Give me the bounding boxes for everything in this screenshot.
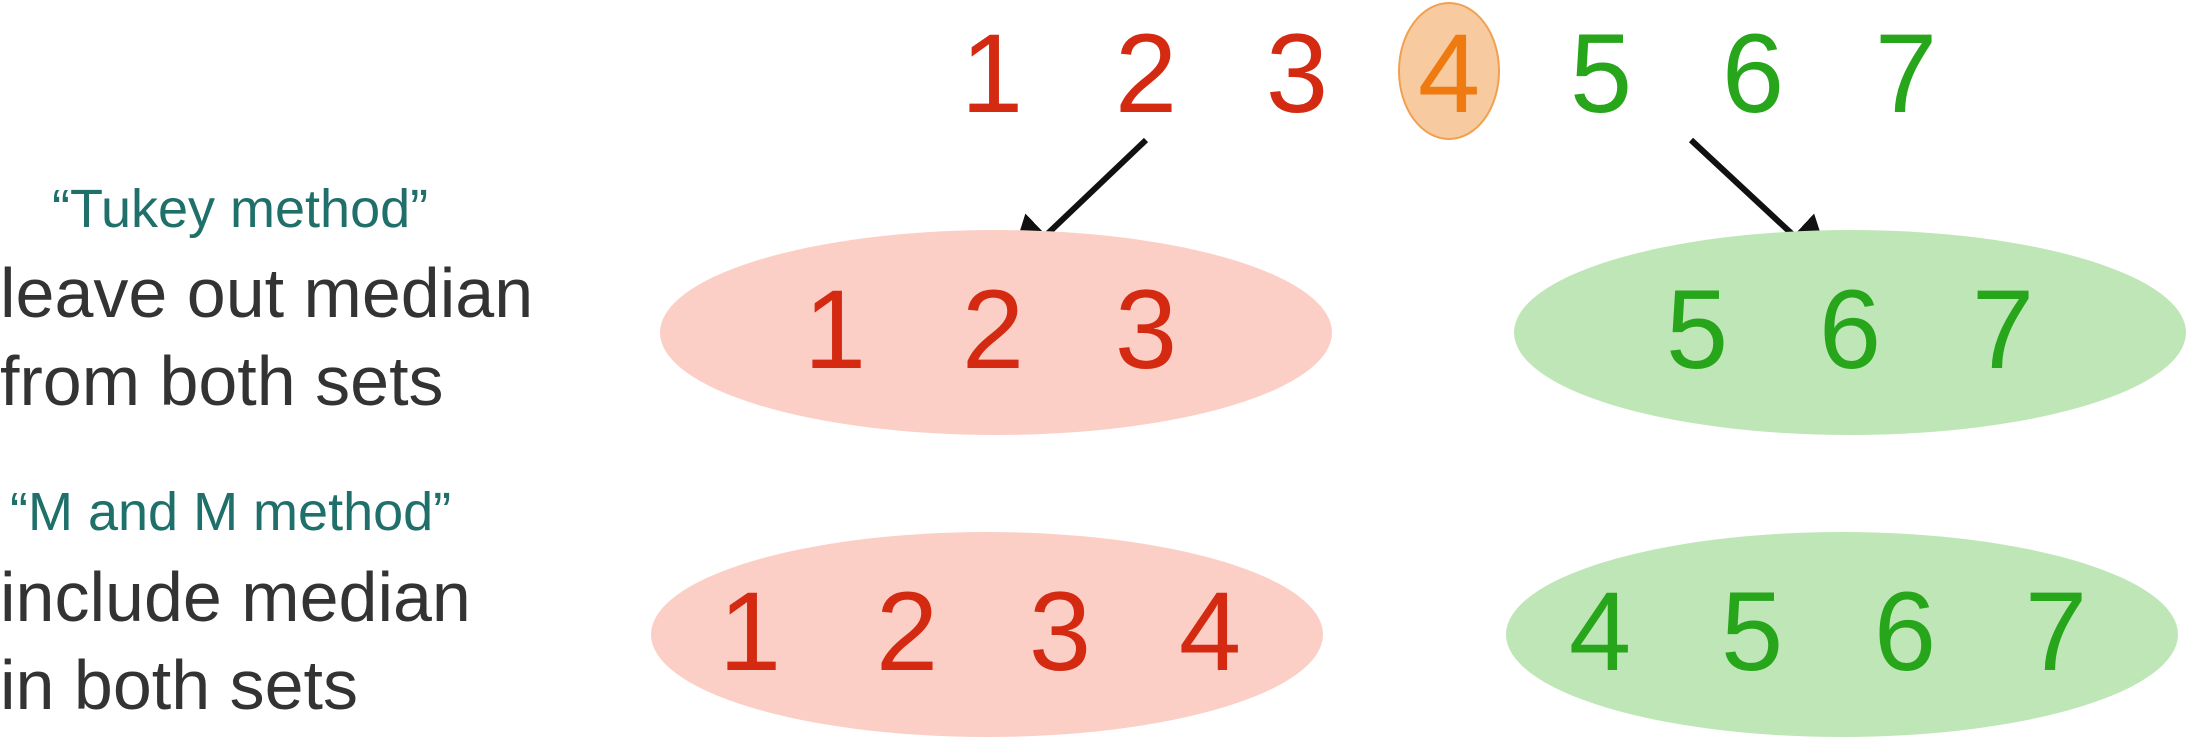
tukey-upper-number: 7 [1971, 267, 2035, 392]
median-highlight [1398, 2, 1500, 140]
sequence-number: 1 [960, 11, 1024, 136]
tukey-description-line2: from both sets [0, 342, 444, 420]
mm-lower-number: 2 [875, 569, 939, 694]
mm-upper-number: 6 [1873, 569, 1937, 694]
mm-upper-number: 7 [2024, 569, 2088, 694]
tukey-description-line1: leave out median [0, 254, 534, 332]
mm-description-line2: in both sets [0, 646, 358, 724]
mm-lower-number: 1 [718, 569, 782, 694]
sequence-median-number: 4 [1417, 11, 1481, 136]
mm-description-line1: include median [0, 558, 471, 636]
mm-lower-number: 4 [1178, 569, 1242, 694]
mm-method-title: “M and M method” [10, 482, 452, 542]
mm-lower-number: 3 [1028, 569, 1092, 694]
tukey-upper-set [1514, 230, 2186, 435]
sequence-number: 7 [1874, 11, 1938, 136]
tukey-upper-number: 6 [1818, 267, 1882, 392]
tukey-method-title: “Tukey method” [52, 179, 429, 239]
mm-lower-set [651, 532, 1323, 737]
tukey-lower-set [660, 230, 1332, 435]
tukey-lower-number: 2 [961, 267, 1025, 392]
tukey-lower-number: 3 [1114, 267, 1178, 392]
sequence-number: 2 [1114, 11, 1178, 136]
sequence-number: 3 [1265, 11, 1329, 136]
tukey-lower-number: 1 [803, 267, 867, 392]
sequence-number: 5 [1569, 11, 1633, 136]
tukey-upper-number: 5 [1665, 267, 1729, 392]
mm-upper-set [1506, 532, 2178, 737]
mm-upper-number: 5 [1720, 569, 1784, 694]
sequence-number: 6 [1721, 11, 1785, 136]
mm-upper-number: 4 [1568, 569, 1632, 694]
